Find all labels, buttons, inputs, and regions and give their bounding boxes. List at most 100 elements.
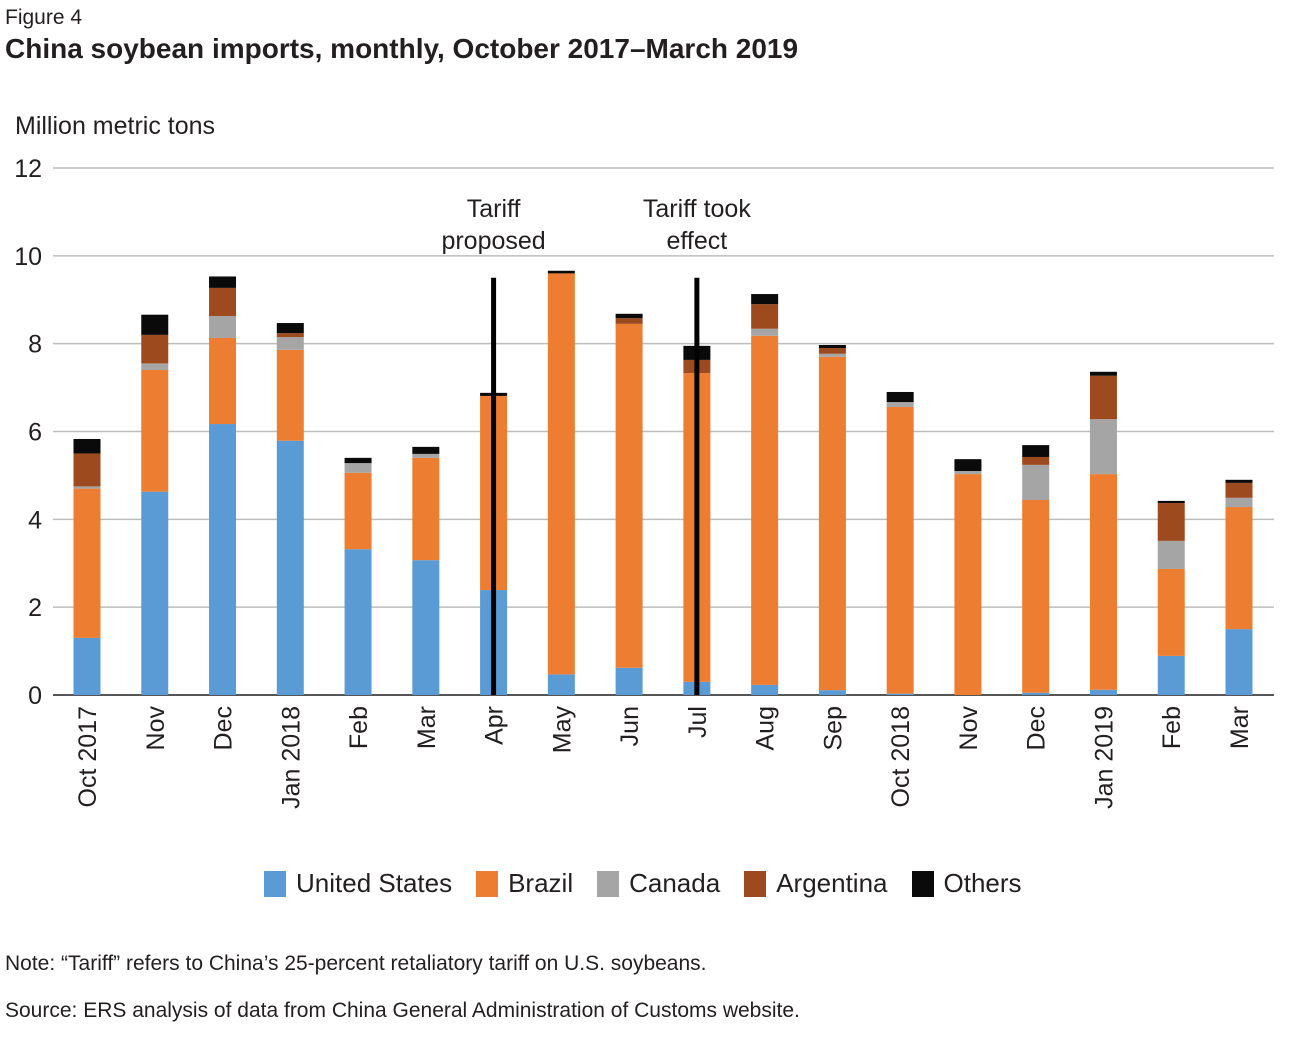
legend-label: United States — [296, 868, 453, 898]
legend-swatch — [597, 870, 620, 897]
bar-segment-others — [886, 391, 914, 403]
bar-segment-brazil — [276, 349, 304, 441]
bar-segment-united-states — [276, 440, 304, 695]
bar-segment-brazil — [547, 273, 575, 675]
bar-segment-canada — [954, 471, 982, 475]
x-tick-label: Oct 2017 — [74, 706, 102, 807]
x-tick-label: Nov — [955, 706, 983, 751]
bar-segment-canada — [276, 337, 304, 350]
bar-segment-brazil — [818, 356, 846, 691]
bar-segment-canada — [1157, 540, 1185, 569]
x-tick-label: Jun — [616, 706, 644, 746]
bar-segment-argentina — [141, 334, 169, 364]
x-tick-label: Dec — [1023, 706, 1051, 750]
legend-swatch — [264, 870, 286, 897]
bar-segment-canada — [886, 402, 914, 407]
x-tick-label: Apr — [481, 706, 509, 745]
y-axis-label: Million metric tons — [15, 112, 216, 140]
x-tick-label: Mar — [413, 706, 441, 749]
bar-segment-united-states — [73, 637, 101, 695]
annotation-label: Tariff took — [643, 195, 751, 223]
x-tick-label: Sep — [819, 706, 847, 750]
legend-item-others: Others — [911, 868, 1022, 899]
bar-segment-united-states — [1225, 629, 1253, 695]
legend-swatch — [476, 870, 499, 897]
bar-segment-argentina — [818, 348, 846, 354]
y-axis-ticks: 0 2 4 6 8 10 12 — [14, 155, 42, 710]
bar-segment-argentina — [751, 304, 779, 329]
bar-segment-united-states — [209, 424, 237, 695]
bar-segment-united-states — [751, 684, 779, 695]
bars — [73, 270, 1253, 695]
bar-segment-brazil — [954, 474, 982, 695]
x-tick-label: Feb — [1158, 706, 1186, 749]
bar-segment-brazil — [1022, 500, 1050, 693]
bar-segment-brazil — [1157, 568, 1185, 656]
legend-swatch — [744, 870, 767, 897]
bar-segment-others — [276, 323, 304, 334]
figure-label: Figure 4 — [5, 6, 83, 29]
x-axis-ticks: Oct 2017 Nov Dec Jan 2018 Feb Mar Apr May Jun Jul… — [74, 706, 1254, 809]
bar-segment-argentina — [1089, 375, 1117, 420]
bar-segment-united-states — [141, 491, 169, 695]
legend-swatch — [911, 870, 934, 897]
bar-segment-argentina — [73, 453, 101, 487]
bar-segment-united-states — [886, 693, 914, 695]
y-tick-label: 6 — [28, 419, 42, 447]
bar-segment-canada — [818, 353, 846, 357]
bar-segment-brazil — [615, 323, 643, 668]
bar-segment-others — [344, 457, 372, 464]
y-tick-label: 0 — [28, 682, 42, 710]
bar-segment-brazil — [141, 370, 169, 492]
x-tick-label: Nov — [142, 706, 170, 751]
bar-segment-others — [547, 270, 575, 274]
bar-segment-united-states — [547, 674, 575, 695]
x-tick-label: Aug — [752, 706, 780, 750]
bar-segment-argentina — [615, 318, 643, 324]
bar-segment-canada — [209, 315, 237, 338]
bar-segment-brazil — [209, 337, 237, 425]
legend-item-united-states: United States — [264, 868, 452, 899]
bar-segment-brazil — [73, 488, 101, 638]
bar-segment-argentina — [1157, 503, 1185, 541]
legend-label: Others — [943, 868, 1022, 898]
legend-label: Brazil — [508, 868, 574, 898]
x-tick-label: May — [548, 706, 576, 754]
x-tick-label: Jan 2018 — [277, 706, 305, 809]
annotation-label: Tariff — [467, 195, 521, 223]
bar-segment-others — [1225, 479, 1253, 483]
bar-segment-united-states — [412, 560, 440, 695]
bar-segment-others — [141, 314, 169, 335]
legend-item-brazil: Brazil — [476, 868, 573, 899]
x-tick-label: Mar — [1226, 706, 1254, 749]
source-text: Source: ERS analysis of data from China … — [5, 999, 800, 1022]
bar-segment-united-states — [615, 667, 643, 695]
bar-segment-brazil — [1089, 474, 1117, 690]
bar-segment-brazil — [412, 457, 440, 561]
x-tick-label: Jan 2019 — [1090, 706, 1118, 809]
bar-segment-argentina — [209, 287, 237, 316]
bar-segment-argentina — [1022, 456, 1050, 465]
bar-segment-united-states — [1157, 655, 1185, 695]
annotation-label: proposed — [441, 227, 545, 255]
y-tick-label: 8 — [28, 331, 42, 359]
bar-segment-brazil — [751, 335, 779, 685]
legend-label: Canada — [629, 868, 721, 898]
y-tick-label: 12 — [14, 155, 42, 183]
bar-segment-brazil — [1225, 507, 1253, 630]
legend-item-canada: Canada — [597, 868, 720, 899]
gridlines — [53, 167, 1274, 696]
bar-segment-others — [1157, 500, 1185, 504]
y-tick-label: 2 — [28, 594, 42, 622]
bar-segment-united-states — [818, 690, 846, 695]
bar-segment-others — [954, 459, 982, 472]
bar-segment-canada — [344, 463, 372, 473]
bar-segment-united-states — [1022, 692, 1050, 695]
bar-segment-brazil — [344, 472, 372, 550]
bar-segment-others — [412, 446, 440, 454]
y-tick-label: 10 — [14, 243, 42, 271]
x-tick-label: Dec — [210, 706, 238, 750]
bar-segment-brazil — [886, 406, 914, 694]
chart-title: China soybean imports, monthly, October … — [5, 33, 799, 64]
legend-item-argentina: Argentina — [744, 868, 888, 899]
